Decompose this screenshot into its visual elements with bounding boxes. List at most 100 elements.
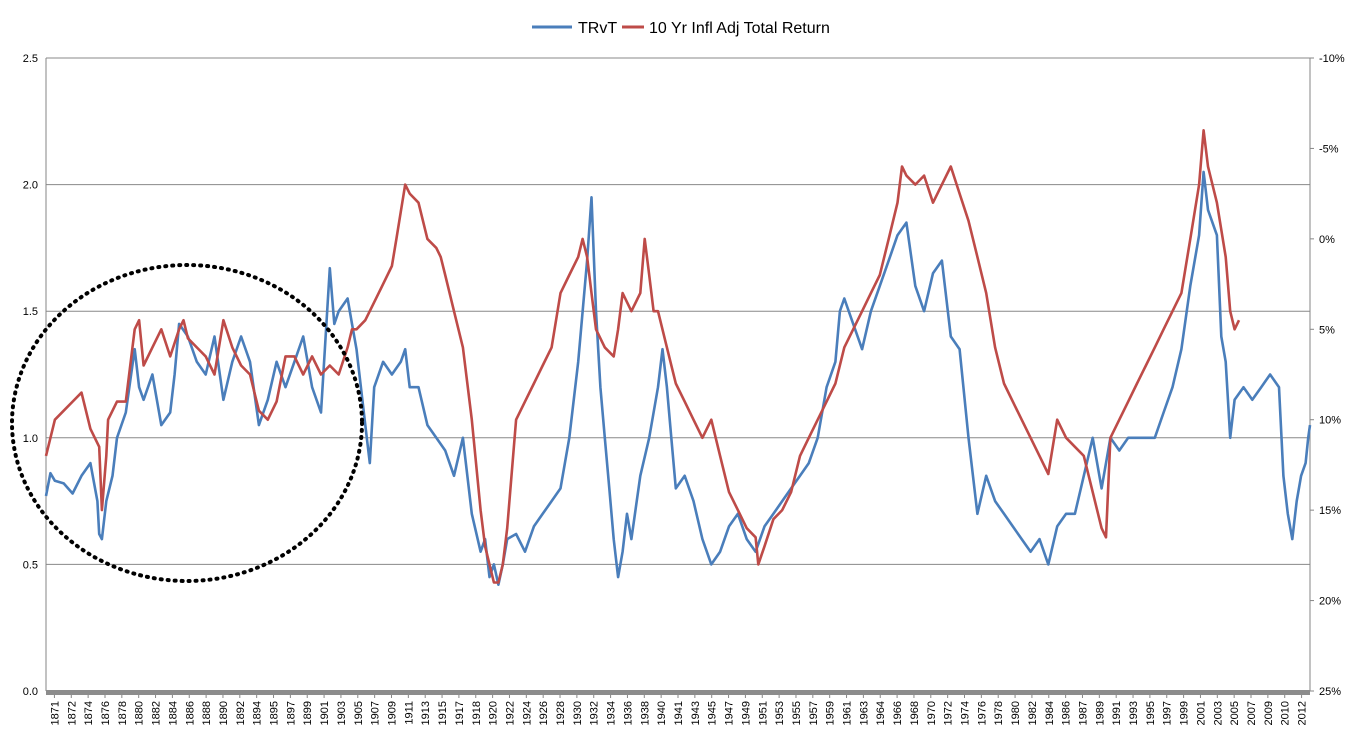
x-tick-label: 1917 bbox=[454, 701, 466, 725]
x-tick-label: 1892 bbox=[235, 701, 247, 725]
series-line-trvt bbox=[44, 170, 1312, 586]
axes: 0.0 0.5 1.0 1.5 2.0 2.5 -10% -5% 0% 5% 10% 15% 20% 25… bbox=[23, 53, 1345, 725]
x-tick-label: 1899 bbox=[302, 701, 314, 725]
x-axis-band bbox=[46, 690, 1310, 695]
x-tick-label: 1930 bbox=[572, 701, 584, 725]
x-tick-label: 1894 bbox=[252, 701, 264, 725]
x-tick-label: 1897 bbox=[285, 701, 297, 725]
x-tick-label: 1987 bbox=[1077, 701, 1089, 725]
x-tick-label: 1886 bbox=[184, 701, 196, 725]
y-right-tick-label: 10% bbox=[1319, 415, 1341, 427]
x-tick-label: 1963 bbox=[858, 701, 870, 725]
legend-label-10yr-return: 10 Yr Infl Adj Total Return bbox=[649, 20, 830, 37]
x-tick-label: 2001 bbox=[1195, 701, 1207, 725]
x-tick-label: 1938 bbox=[639, 701, 651, 725]
y-left-tick-label: 2.5 bbox=[23, 53, 38, 65]
x-tick-label: 1918 bbox=[471, 701, 483, 725]
y-left-tick-label: 0.5 bbox=[23, 559, 38, 571]
x-tick-label: 1880 bbox=[134, 701, 146, 725]
x-tick-label: 2009 bbox=[1263, 701, 1275, 725]
x-tick-label: 1926 bbox=[538, 701, 550, 725]
x-tick-label: 1964 bbox=[875, 701, 887, 725]
y-right-tick-label: 15% bbox=[1319, 505, 1341, 517]
x-tick-label: 1936 bbox=[622, 701, 634, 725]
x-tick-label: 1909 bbox=[386, 701, 398, 725]
x-tick-label: 1932 bbox=[589, 701, 601, 725]
x-tick-label: 1915 bbox=[437, 701, 449, 725]
x-tick-label: 1903 bbox=[336, 701, 348, 725]
x-tick-label: 1928 bbox=[555, 701, 567, 725]
y-right-tick-label: 25% bbox=[1319, 686, 1341, 698]
x-tick-label: 1982 bbox=[1027, 701, 1039, 725]
x-tick-label: 1920 bbox=[488, 701, 500, 725]
x-tick-label: 1993 bbox=[1128, 701, 1140, 725]
x-tick-label: 1905 bbox=[353, 701, 365, 725]
x-tick-label: 1947 bbox=[724, 701, 736, 725]
y-right-tick-label: -10% bbox=[1319, 53, 1345, 65]
x-tick-label: 1966 bbox=[892, 701, 904, 725]
x-tick-label: 1901 bbox=[319, 701, 331, 725]
y-right-tick-label: -5% bbox=[1319, 143, 1339, 155]
y-right-tick-label: 5% bbox=[1319, 324, 1335, 336]
x-tick-label: 1978 bbox=[993, 701, 1005, 725]
x-tick-label: 1888 bbox=[201, 701, 213, 725]
x-tick-label: 1974 bbox=[960, 701, 972, 725]
x-tick-label: 1970 bbox=[926, 701, 938, 725]
x-tick-label: 1911 bbox=[403, 701, 415, 725]
x-tick-label: 1995 bbox=[1145, 701, 1157, 725]
x-tick-label: 1945 bbox=[707, 701, 719, 725]
gridlines bbox=[46, 57, 1310, 565]
x-tick-label: 1943 bbox=[690, 701, 702, 725]
x-tick-label: 1871 bbox=[49, 701, 61, 725]
x-tick-label: 1951 bbox=[757, 701, 769, 725]
x-tick-label: 1984 bbox=[1044, 701, 1056, 725]
y-left-tick-label: 1.0 bbox=[23, 433, 38, 445]
x-tick-label: 1955 bbox=[791, 701, 803, 725]
x-tick-label: 1884 bbox=[167, 701, 179, 725]
x-tick-label: 1924 bbox=[521, 701, 533, 725]
x-tick-label: 1922 bbox=[504, 701, 516, 725]
y-right-tick-label: 20% bbox=[1319, 596, 1341, 608]
x-tick-label: 1940 bbox=[656, 701, 668, 725]
x-tick-label: 1980 bbox=[1010, 701, 1022, 725]
x-tick-label: 2003 bbox=[1212, 701, 1224, 725]
x-tick-label: 1876 bbox=[100, 701, 112, 725]
x-tick-label: 1976 bbox=[976, 701, 988, 725]
x-tick-label: 1890 bbox=[218, 701, 230, 725]
x-tick-label: 1895 bbox=[269, 701, 281, 725]
x-tick-label: 1934 bbox=[606, 701, 618, 725]
x-tick-label: 1953 bbox=[774, 701, 786, 725]
y-right-tick-label: 0% bbox=[1319, 234, 1335, 246]
y-left-tick-label: 1.5 bbox=[23, 306, 38, 318]
series-line-10yr-return bbox=[44, 129, 1241, 584]
x-tick-label: 1997 bbox=[1162, 701, 1174, 725]
x-tick-label: 1949 bbox=[740, 701, 752, 725]
x-tick-label: 1907 bbox=[370, 701, 382, 725]
x-tick-label: 1999 bbox=[1179, 701, 1191, 725]
series-lines bbox=[44, 129, 1312, 586]
y-left-tick-label: 0.0 bbox=[23, 686, 38, 698]
x-tick-label: 1874 bbox=[83, 701, 95, 725]
x-tick-label: 1913 bbox=[420, 701, 432, 725]
legend: TRvT 10 Yr Infl Adj Total Return bbox=[532, 20, 830, 37]
x-tick-label: 1968 bbox=[909, 701, 921, 725]
x-tick-label: 2010 bbox=[1280, 701, 1292, 725]
highlight-ellipse bbox=[10, 263, 364, 583]
x-tick-label: 1991 bbox=[1111, 701, 1123, 725]
legend-label-trvt: TRvT bbox=[578, 20, 617, 37]
x-tick-label: 1959 bbox=[825, 701, 837, 725]
x-tick-label: 1941 bbox=[673, 701, 685, 725]
x-tick-label: 2005 bbox=[1229, 701, 1241, 725]
x-tick-label: 1989 bbox=[1094, 701, 1106, 725]
x-tick-label: 1878 bbox=[117, 701, 129, 725]
x-tick-label: 2007 bbox=[1246, 701, 1258, 725]
x-tick-label: 1882 bbox=[151, 701, 163, 725]
x-tick-label: 1957 bbox=[808, 701, 820, 725]
x-tick-label: 1986 bbox=[1061, 701, 1073, 725]
x-tick-label: 1961 bbox=[842, 701, 854, 725]
x-tick-label: 1872 bbox=[66, 701, 78, 725]
x-tick-label: 2012 bbox=[1297, 701, 1309, 725]
x-tick-label: 1972 bbox=[943, 701, 955, 725]
